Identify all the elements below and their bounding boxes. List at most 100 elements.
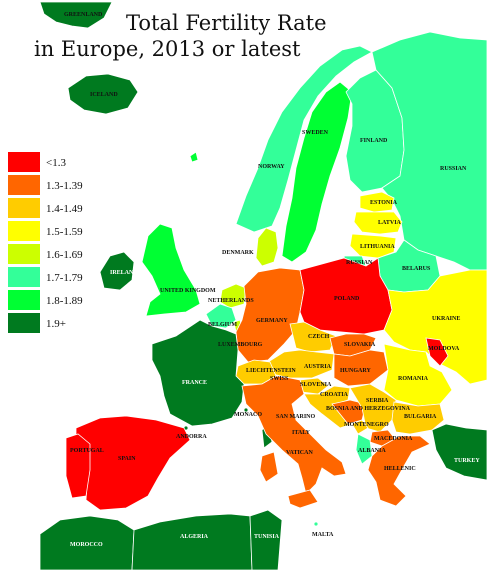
legend-label-3: 1.5-1.59 [46,226,83,238]
label-poland: POLAND [334,296,360,302]
country-greenland [39,1,113,29]
country-italy [241,375,347,495]
label-kaliningrad: RUSSIAN [346,260,373,266]
country-greece [367,435,431,507]
label-bosnia: BOSNIA AND HERZEGOVINA [326,406,411,412]
label-belarus: BELARUS [402,266,431,272]
legend-swatch-2 [8,198,40,218]
label-greece: HELLENIC [384,466,416,472]
legend-swatch-7 [8,313,40,333]
country-iceland [67,73,139,115]
label-norway: NORWAY [258,164,285,170]
label-bulgaria: BULGARIA [404,414,437,420]
label-slovakia: SLOVAKIA [344,342,376,348]
country-austria [267,349,335,379]
label-luxembourg: LUXEMBOURG [218,342,263,348]
legend-label-6: 1.8-1.89 [46,295,83,307]
label-belgium: BELGIUM [208,322,237,328]
country-sicily [287,489,319,509]
label-vatican: VATICAN [286,450,313,456]
label-russian: RUSSIAN [440,166,467,172]
country-latvia [353,211,403,235]
legend-label-0: <1.3 [46,157,66,169]
label-uk: UNITED KINGDOM [160,288,216,294]
label-san-marino: SAN MARINO [276,414,316,420]
label-malta: MALTA [312,532,334,538]
legend-label-1: 1.3-1.39 [46,180,83,192]
label-montenegro: MONTENEGRO [344,422,389,428]
country-moldova [425,337,449,367]
country-malta [313,521,319,527]
country-algeria [131,513,253,570]
label-spain: SPAIN [118,456,136,462]
legend-label-2: 1.4-1.49 [46,203,83,215]
legend-swatch-5 [8,267,40,287]
label-slovenia: SLOVENIA [300,382,332,388]
country-albania [355,433,373,465]
label-finland: FINLAND [360,138,388,144]
label-albania: ALBANIA [358,448,386,454]
legend-swatch-6 [8,290,40,310]
legend-swatch-0 [8,152,40,172]
label-tunisia: TUNISIA [254,534,280,540]
country-germany [235,267,305,363]
label-estonia: ESTONIA [370,200,398,206]
label-moldova: MOLDOVA [428,346,460,352]
label-iceland: ICELAND [90,92,118,98]
country-france [151,319,245,427]
legend-swatch-1 [8,175,40,195]
label-algeria: ALGERIA [180,534,209,540]
label-croatia: CROATIA [320,392,349,398]
country-netherlands [219,283,247,309]
country-portugal [65,433,91,499]
label-andorra: ANDORRA [176,434,207,440]
legend-label-5: 1.7-1.79 [46,272,83,284]
label-hungary: HUNGARY [340,368,371,374]
legend-swatch-4 [8,244,40,264]
label-monaco: MONACO [234,412,262,418]
label-greenland: GREENLAND [64,12,103,18]
label-germany: GERMANY [256,318,288,324]
label-italy: ITALY [292,430,311,436]
country-estonia [359,191,395,213]
label-romania: ROMANIA [398,376,429,382]
label-macedonia: MACEDONIA [374,436,413,442]
label-czech: CZECH [308,334,330,340]
country-romania [383,343,453,407]
label-ireland: IRELAND [110,270,138,276]
legend-swatch-3 [8,221,40,241]
label-france: FRANCE [182,380,207,386]
legend-label-7: 1.9+ [46,318,66,330]
country-monaco [243,407,249,413]
label-liechtenstein: LIECHTENSTEIN [246,368,296,374]
country-norway [235,45,373,233]
country-montenegro [351,419,369,435]
label-netherlands: NETHERLANDS [208,298,254,304]
label-latvia: LATVIA [378,220,402,226]
map-title-line1: Total Fertility Rate [126,11,327,35]
label-sweden: SWEDEN [302,130,329,136]
label-serbia: SERBIA [366,398,389,404]
label-austria: AUSTRIA [304,364,332,370]
map-title-line2: in Europe, 2013 or latest [34,37,301,61]
country-ireland [99,251,135,291]
country-labels: GREENLAND ICELAND NORWAY SWEDEN FINLAND … [64,12,480,548]
label-denmark: DENMARK [222,250,254,256]
country-sardinia [259,451,279,483]
country-tunisia [249,509,283,570]
country-uk-islands [189,151,199,163]
country-ukraine [383,269,487,385]
country-denmark [255,227,279,267]
label-morocco: MOROCCO [70,542,103,548]
label-swiss: SWISS [270,376,289,382]
label-turkey: TURKEY [454,458,480,464]
label-portugal: PORTUGAL [70,448,104,454]
country-uk [141,223,201,317]
legend-label-4: 1.6-1.69 [46,249,83,261]
label-lithuania: LITHUANIA [360,244,395,250]
label-ukraine: UKRAINE [432,316,460,322]
country-turkey [431,423,487,481]
legend: <1.3 1.3-1.39 1.4-1.49 1.5-1.59 1.6-1.69… [8,152,83,333]
